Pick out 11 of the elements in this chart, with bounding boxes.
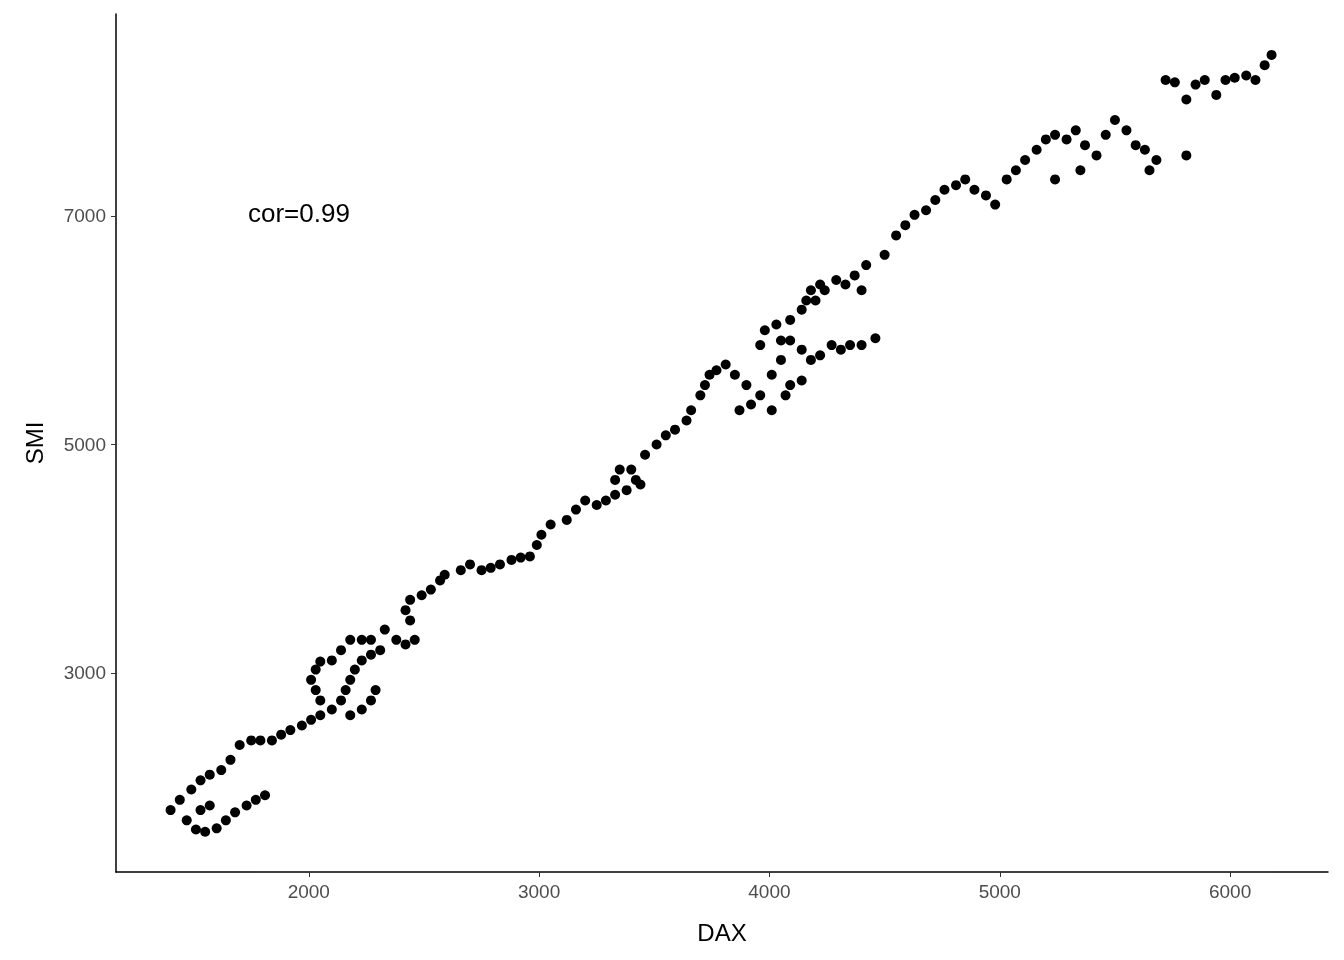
x-tick-label: 5000: [978, 881, 1021, 902]
y-tick-label: 5000: [63, 433, 106, 455]
x-axis-title: DAX: [697, 918, 747, 946]
y-axis-title: SMI: [20, 421, 48, 465]
x-tick-label: 2000: [287, 881, 330, 902]
x-tick-label: 3000: [517, 881, 561, 902]
y-tick-label: 3000: [63, 662, 106, 684]
x-tick-label: 4000: [748, 881, 791, 902]
y-tick-label: 7000: [63, 205, 106, 227]
annotation: cor=0.99: [248, 198, 350, 228]
x-tick-label: 6000: [1208, 881, 1252, 902]
